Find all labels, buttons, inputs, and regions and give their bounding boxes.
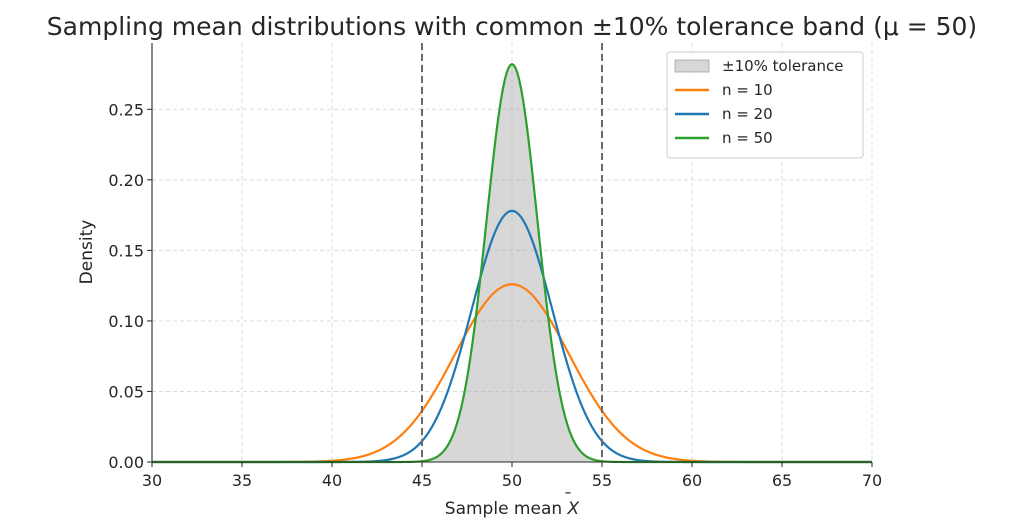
y-tick-label: 0.10 — [108, 312, 144, 331]
x-axis-label-text: Sample mean — [445, 499, 568, 519]
legend-swatch-band — [674, 59, 710, 73]
x-tick-label: 50 — [502, 471, 522, 490]
x-tick-label: 70 — [862, 471, 882, 490]
legend-label-1: n = 10 — [722, 81, 773, 99]
x-tick-label: 30 — [142, 471, 162, 490]
x-tick-label: 60 — [682, 471, 702, 490]
legend-label-3: n = 50 — [722, 129, 773, 147]
x-tick-label: 40 — [322, 471, 342, 490]
y-tick-label: 0.20 — [108, 171, 144, 190]
legend-label-0: ±10% tolerance — [722, 57, 843, 75]
tolerance-band-fill — [422, 64, 602, 462]
x-axis-label: Sample mean X — [445, 499, 580, 519]
x-axis-label-accent: ¯ — [564, 490, 573, 510]
x-tick-label: 65 — [772, 471, 792, 490]
chart-title: Sampling mean distributions with common … — [47, 12, 977, 41]
tolerance-band — [422, 64, 602, 462]
axes: 30 35 40 45 50 55 60 65 70 0.00 0.05 0.10 0.15 0.20 0.… — [108, 43, 882, 490]
y-tick-label: 0.05 — [108, 382, 144, 401]
legend-box — [666, 51, 864, 159]
x-tick-label: 55 — [592, 471, 612, 490]
legend-label-2: n = 20 — [722, 105, 773, 123]
y-tick-label: 0.25 — [108, 100, 144, 119]
x-axis-label-symbol: X — [567, 499, 580, 519]
y-axis-label: Density — [77, 220, 97, 285]
legend: ±10% tolerance n = 10 n = 20 n = 50 — [666, 51, 864, 159]
y-tick-label: 0.00 — [108, 453, 144, 472]
y-tick-label: 0.15 — [108, 241, 144, 260]
x-tick-label: 45 — [412, 471, 432, 490]
x-tick-label: 35 — [232, 471, 252, 490]
